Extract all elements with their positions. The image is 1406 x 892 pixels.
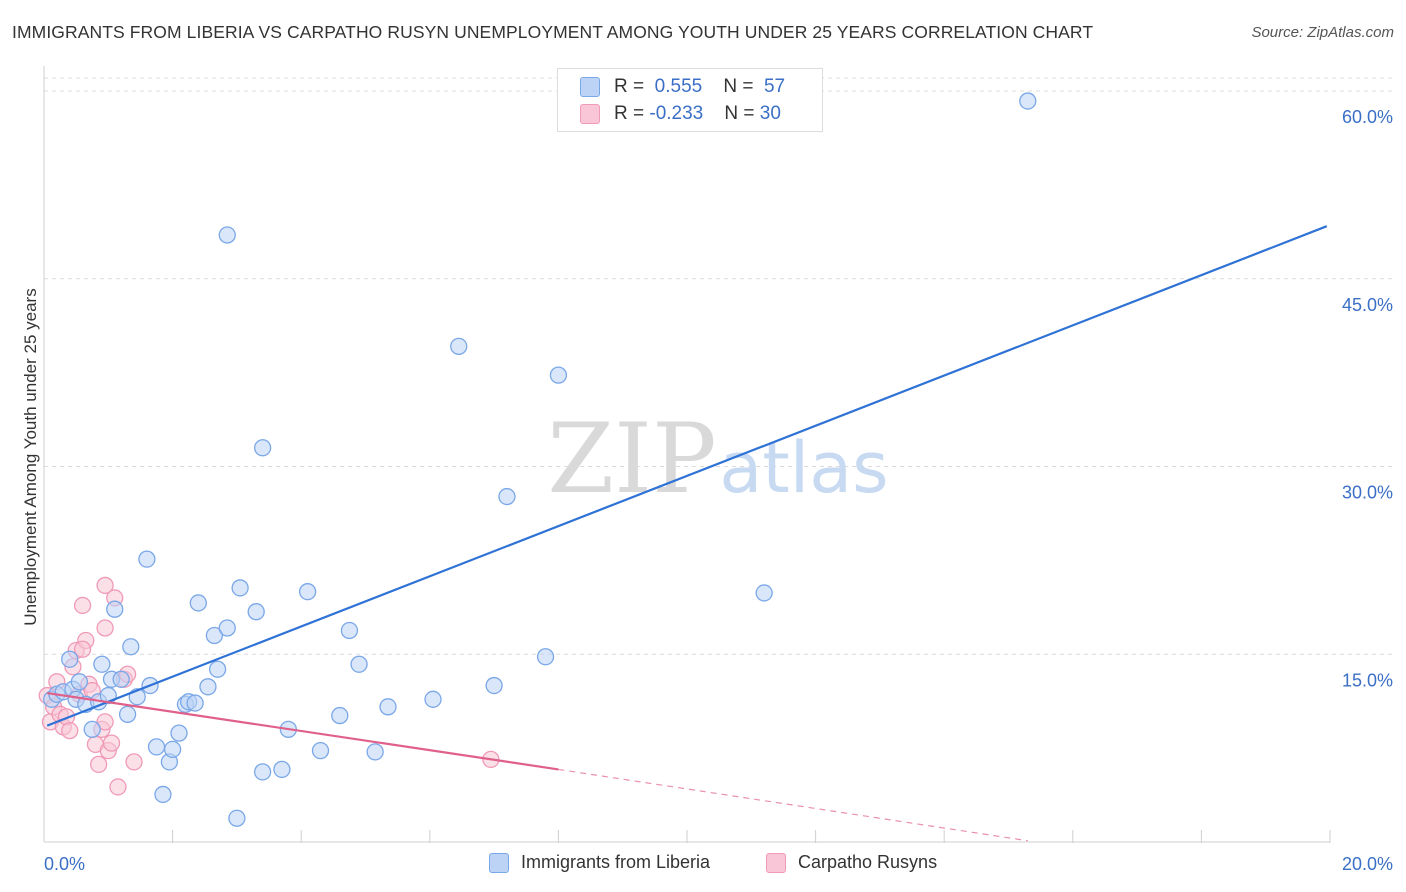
liberia-point [122, 638, 140, 656]
x-tick-label-max: 20.0% [1342, 854, 1393, 874]
liberia-r-value: 0.555 [654, 76, 703, 97]
liberia-n-value: 57 [763, 76, 786, 97]
liberia-point [147, 738, 166, 756]
liberia-point [170, 724, 188, 742]
legend-rusyns-label: Carpatho Rusyns [798, 852, 938, 872]
liberia-point [253, 439, 272, 457]
liberia-point [536, 648, 555, 666]
liberia-point [154, 785, 172, 804]
rusyns-point [109, 778, 127, 796]
liberia-point [340, 621, 359, 640]
rusyns-point [90, 755, 108, 774]
liberia-point [208, 660, 227, 678]
rusyns-trend-line [47, 691, 559, 771]
liberia-point [70, 673, 89, 691]
liberia-point [1019, 92, 1037, 110]
liberia-point [549, 366, 568, 384]
liberia-point [218, 619, 236, 637]
liberia-point [498, 487, 516, 506]
chart-source: Source: ZipAtlas.com [1251, 24, 1394, 41]
gridlines [44, 77, 1393, 655]
liberia-point [350, 655, 368, 673]
liberia-point [424, 690, 442, 708]
liberia-point [186, 694, 204, 712]
stats-text-liberia: R = 0.555 N = 57 [614, 76, 786, 97]
liberia-point [112, 670, 130, 688]
liberia-point [61, 650, 79, 668]
y-tick-label: 60.0% [1342, 107, 1393, 127]
axes [43, 66, 1331, 843]
liberia-point [83, 720, 101, 739]
liberia-point [450, 337, 468, 356]
y-tick-label: 45.0% [1342, 295, 1393, 315]
liberia-point [247, 603, 265, 621]
liberia-point [118, 705, 137, 723]
y-tick-label: 30.0% [1342, 483, 1393, 503]
liberia-point [485, 676, 503, 695]
liberia-trend-line [46, 225, 1328, 727]
rusyns-swatch [580, 104, 600, 124]
stats-legend: R = 0.555 N = 57 R = -0.233 N = 30 [557, 68, 823, 132]
y-axis-label: Unemployment Among Youth under 25 years [21, 288, 40, 625]
rusyns-point [96, 619, 114, 637]
trend-lines [46, 225, 1328, 842]
rusyns-r-value: -0.233 [649, 103, 704, 124]
liberia-point [366, 743, 384, 761]
liberia-swatch [580, 77, 600, 97]
liberia-point [228, 809, 246, 827]
liberia-point [231, 579, 249, 597]
liberia-point [189, 594, 207, 612]
rusyns-point [73, 596, 92, 615]
chart-title: IMMIGRANTS FROM LIBERIA VS CARPATHO RUSY… [12, 22, 1094, 42]
y-tick-labels: 15.0% 30.0% 45.0% 60.0% [1342, 107, 1393, 690]
liberia-point [218, 226, 236, 244]
x-tick-label-min: 0.0% [44, 854, 85, 874]
liberia-point [163, 740, 182, 759]
watermark-atlas: atlas [719, 427, 888, 509]
liberia-point [106, 600, 124, 618]
liberia-point [253, 763, 272, 781]
y-tick-label: 15.0% [1342, 670, 1393, 690]
liberia-point [205, 626, 224, 645]
rusyns-point [96, 576, 114, 595]
legend-liberia-label: Immigrants from Liberia [521, 852, 711, 872]
rusyns-trend-extension [558, 768, 1028, 842]
liberia-point [311, 741, 330, 760]
liberia-point [199, 678, 217, 696]
rusyns-n-value: 30 [759, 103, 781, 124]
liberia-point [298, 583, 317, 601]
legend-liberia-swatch [489, 853, 509, 873]
rusyns-point [102, 734, 121, 752]
rusyns-point [125, 753, 143, 771]
rusyns-point [61, 721, 79, 740]
stats-text-rusyns: R = -0.233 N = 30 [614, 103, 781, 124]
liberia-point [379, 698, 397, 716]
legend-rusyns-swatch [766, 853, 786, 873]
liberia-point [331, 706, 349, 725]
liberia-point [138, 550, 156, 568]
rusyns-point [73, 640, 92, 658]
liberia-point [273, 760, 291, 779]
liberia-point [93, 655, 111, 673]
liberia-point [755, 584, 773, 602]
rusyns-point [96, 713, 114, 731]
